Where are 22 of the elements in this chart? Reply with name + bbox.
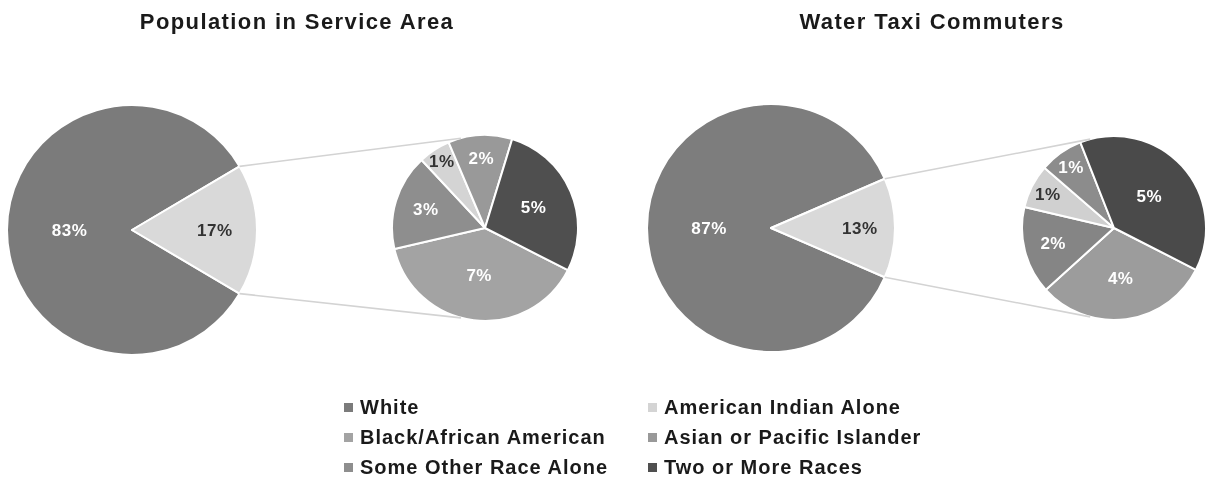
data-label: 7% bbox=[466, 266, 492, 286]
legend-label: American Indian Alone bbox=[664, 395, 901, 419]
chart-title: Water Taxi Commuters bbox=[799, 8, 1065, 34]
legend-label: Asian or Pacific Islander bbox=[664, 425, 922, 449]
data-label: 1% bbox=[1058, 157, 1084, 177]
legend-label: Some Other Race Alone bbox=[360, 455, 609, 479]
data-label: 4% bbox=[1107, 268, 1134, 288]
data-label: 5% bbox=[520, 197, 547, 217]
legend-label: Two or More Races bbox=[664, 455, 863, 479]
data-label: 17% bbox=[197, 220, 233, 240]
data-label: 13% bbox=[841, 218, 878, 238]
data-label: 2% bbox=[468, 149, 495, 169]
data-label: 3% bbox=[412, 200, 439, 220]
data-label: 87% bbox=[691, 218, 727, 238]
data-label: 5% bbox=[1136, 186, 1162, 206]
chart-title: Population in Service Area bbox=[139, 8, 455, 34]
data-label: 1% bbox=[429, 152, 455, 172]
legend-label: Black/African American bbox=[360, 425, 606, 449]
data-label: 2% bbox=[1040, 234, 1066, 254]
legend-label: White bbox=[360, 395, 420, 419]
data-label: 83% bbox=[51, 220, 88, 240]
data-label: 1% bbox=[1035, 184, 1061, 204]
